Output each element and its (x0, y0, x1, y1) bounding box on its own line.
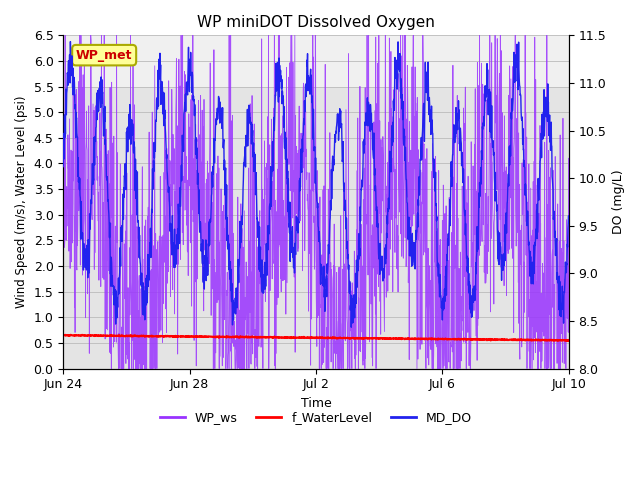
Legend: WP_ws, f_WaterLevel, MD_DO: WP_ws, f_WaterLevel, MD_DO (155, 406, 477, 429)
Y-axis label: Wind Speed (m/s), Water Level (psi): Wind Speed (m/s), Water Level (psi) (15, 96, 28, 308)
Title: WP miniDOT Dissolved Oxygen: WP miniDOT Dissolved Oxygen (197, 15, 435, 30)
X-axis label: Time: Time (301, 397, 332, 410)
Y-axis label: DO (mg/L): DO (mg/L) (612, 169, 625, 234)
Bar (63, 86, 569, 369)
Text: WP_met: WP_met (76, 48, 132, 61)
Bar (63, 36, 569, 86)
